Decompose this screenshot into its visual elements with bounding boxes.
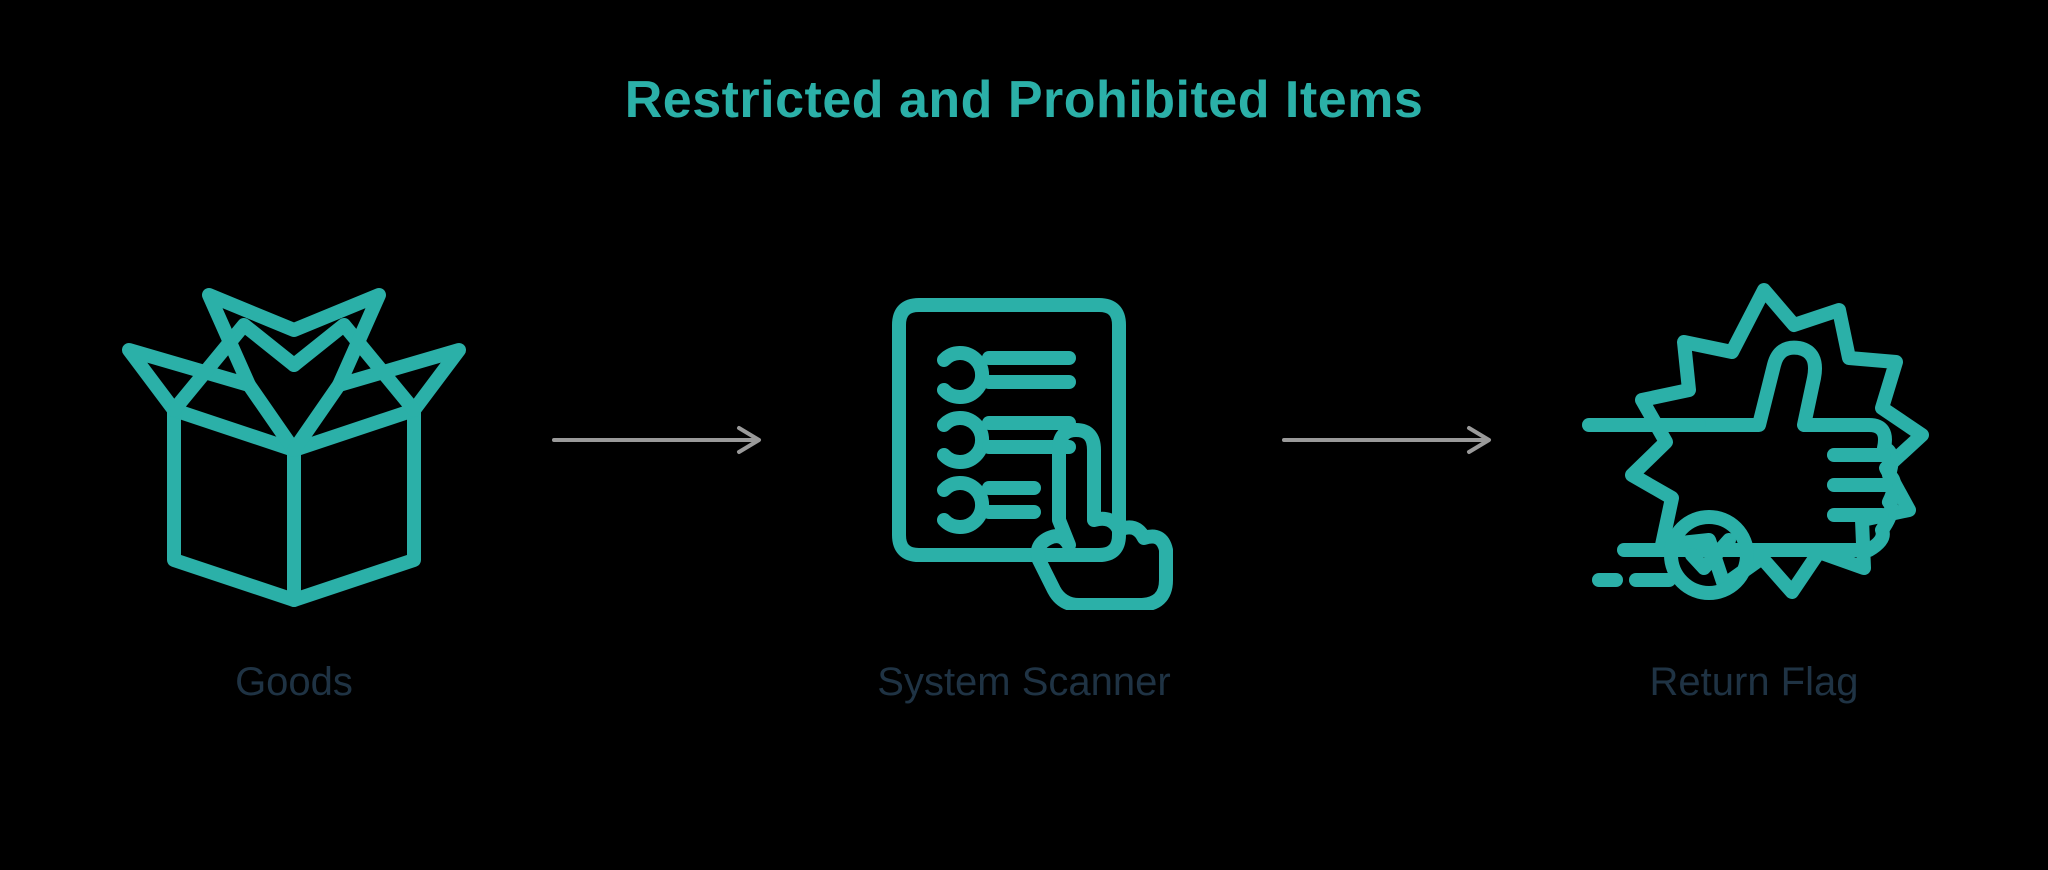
step-return: Return Flag bbox=[1544, 270, 1964, 705]
step-label: Goods bbox=[235, 660, 353, 705]
step-label: System Scanner bbox=[877, 660, 1170, 705]
arrow-icon bbox=[1274, 420, 1504, 465]
step-label: Return Flag bbox=[1650, 660, 1859, 705]
step-scanner: System Scanner bbox=[814, 270, 1234, 705]
arrow-icon bbox=[544, 420, 774, 465]
page-title: Restricted and Prohibited Items bbox=[625, 70, 1424, 130]
checklist-hand-icon bbox=[864, 270, 1184, 610]
thumbs-up-badge-icon bbox=[1564, 270, 1944, 610]
step-goods: Goods bbox=[84, 270, 504, 705]
open-box-icon bbox=[114, 270, 474, 610]
flow-row: Goods bbox=[0, 270, 2048, 705]
